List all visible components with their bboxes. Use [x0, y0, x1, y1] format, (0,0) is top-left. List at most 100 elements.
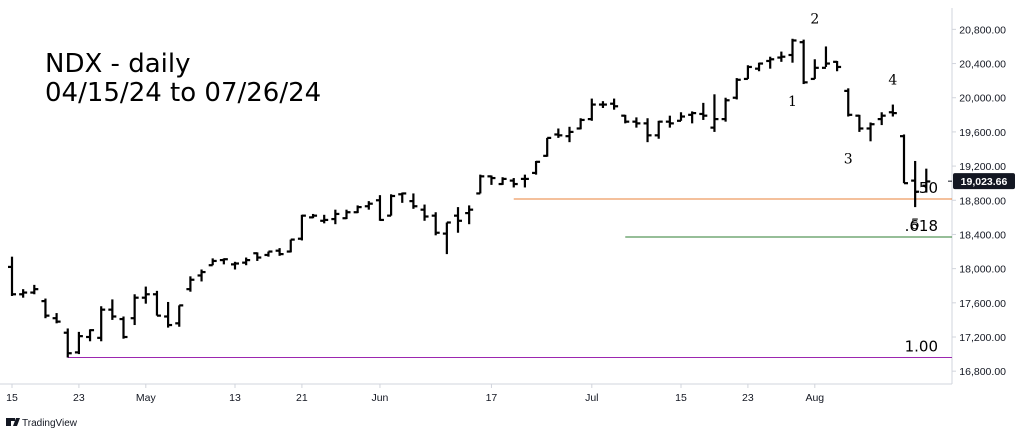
y-tick-label: 20,000.00: [959, 93, 1006, 105]
ohlc-bar: [598, 101, 607, 108]
ohlc-bar: [331, 209, 340, 225]
ohlc-bar: [130, 294, 139, 326]
ohlc-bar: [97, 306, 106, 342]
ohlc-bar: [900, 134, 908, 185]
ohlc-bar: [119, 316, 128, 339]
ohlc-bar: [509, 178, 518, 188]
ohlc-bar: [677, 112, 685, 122]
y-tick-label: 17,600.00: [959, 298, 1006, 310]
ohlc-bar: [643, 118, 652, 143]
wave-labels: 2 1 4 3 5: [788, 12, 920, 233]
x-tick-label: 13: [229, 392, 241, 404]
ohlc-bar: [41, 298, 50, 319]
ohlc-bar: [152, 290, 161, 317]
x-tick-label: Aug: [805, 392, 824, 404]
wave-label: 2: [810, 12, 819, 28]
ohlc-bar: [543, 136, 552, 157]
ohlc-bar: [632, 117, 641, 128]
ohlc-bar: [52, 313, 61, 324]
ohlc-bar: [788, 38, 797, 63]
ohlc-bar: [186, 276, 195, 292]
ohlc-bar: [286, 238, 295, 253]
ohlc-bar: [364, 201, 373, 210]
ohlc-bar: [454, 207, 462, 233]
y-tick-label: 18,400.00: [959, 229, 1006, 241]
ohlc-bar: [766, 56, 775, 69]
ohlc-bars: [8, 38, 931, 358]
ohlc-bar: [877, 112, 886, 126]
y-axis: 20,800.00 20,400.00 20,000.00 19,600.00 19,2…: [948, 24, 1006, 378]
y-tick-label: 17,200.00: [959, 332, 1006, 344]
ohlc-bar: [375, 195, 384, 222]
ohlc-bar: [320, 214, 329, 224]
y-tick-label: 19,600.00: [959, 127, 1006, 139]
ohlc-bar: [219, 258, 228, 265]
ohlc-bar: [520, 174, 529, 188]
ohlc-bar: [755, 62, 764, 72]
ohlc-bar: [565, 126, 574, 143]
ohlc-bar: [487, 175, 496, 185]
ohlc-bar: [275, 248, 284, 256]
tradingview-logo: [6, 418, 20, 426]
x-tick-label: 23: [73, 392, 85, 404]
ohlc-bar: [710, 94, 719, 132]
y-tick-label: 19,200.00: [959, 161, 1006, 173]
ohlc-bar: [164, 301, 173, 328]
ohlc-bar: [855, 114, 864, 132]
wave-label: 4: [888, 72, 897, 88]
x-tick-label: 17: [486, 392, 498, 404]
wave-label: 3: [844, 151, 853, 167]
ohlc-bar: [532, 160, 541, 175]
y-tick-label: 20,400.00: [959, 59, 1006, 71]
ohlc-bar: [654, 120, 663, 139]
ohlc-bar: [387, 194, 396, 217]
ohlc-bar: [309, 213, 318, 219]
y-tick-label: 16,800.00: [959, 366, 1006, 378]
chart-title-line2: 04/15/24 to 07/26/24: [45, 78, 321, 108]
ohlc-bar: [699, 102, 708, 120]
ohlc-bar: [197, 269, 206, 282]
last-price-value: 19,023.66: [961, 176, 1008, 188]
ohlc-bar: [777, 51, 786, 62]
ohlc-bar: [431, 212, 440, 236]
ohlc-bar: [409, 193, 418, 209]
tradingview-label: TradingView: [22, 418, 78, 429]
ohlc-bar: [398, 192, 407, 203]
ohlc-bar: [476, 174, 485, 195]
ohlc-bar: [420, 204, 429, 221]
ohlc-bar: [799, 39, 808, 85]
y-tick-label: 18,800.00: [959, 195, 1006, 207]
ohlc-bar: [231, 261, 239, 270]
ohlc-bar: [8, 256, 16, 296]
ohlc-bar: [743, 65, 752, 81]
ohlc-bar: [844, 88, 853, 117]
ohlc-bar: [253, 252, 262, 261]
ohlc-bar: [576, 118, 585, 130]
ohlc-bar: [242, 257, 251, 266]
ohlc-bar: [175, 304, 184, 327]
chart-title-line1: NDX - daily: [45, 49, 190, 79]
ohlc-bar: [621, 114, 630, 124]
ohlc-bar: [442, 221, 451, 255]
ohlc-bar: [866, 122, 875, 142]
last-price-tag: 19,023.66: [953, 173, 1015, 190]
x-tick-label: Jul: [585, 392, 598, 404]
ohlc-bar: [465, 205, 474, 225]
ohlc-bar: [721, 97, 730, 122]
ohlc-bar: [342, 209, 351, 220]
ohlc-bar: [587, 98, 596, 121]
ohlc-bar: [810, 59, 819, 81]
ohlc-bar: [922, 168, 931, 193]
ohlc-bar: [665, 115, 674, 128]
ohlc-bar: [63, 328, 72, 358]
ohlc-bar: [821, 46, 830, 69]
tradingview-branding: TradingView: [6, 418, 78, 429]
x-tick-label: Jun: [371, 392, 388, 404]
fib-level-label: 1.00: [905, 338, 938, 356]
ohlc-bar: [86, 329, 95, 342]
x-tick-label: May: [136, 392, 157, 404]
ohlc-bar: [610, 98, 619, 110]
ohlc-bar: [108, 299, 117, 320]
